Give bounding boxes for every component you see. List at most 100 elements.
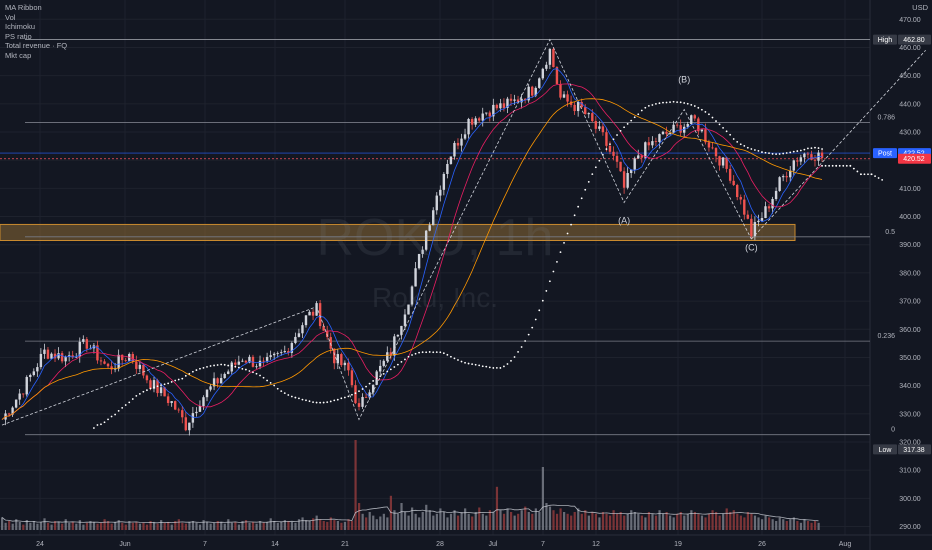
ichimoku-dot [259, 374, 261, 377]
volume-bar [432, 515, 435, 530]
volume-bar [375, 519, 378, 530]
ichimoku-dot [584, 188, 587, 191]
ichimoku-dot [110, 415, 113, 418]
candle-body [262, 360, 265, 362]
volume-bar [570, 515, 573, 530]
candle-body [527, 86, 530, 101]
volume-bar [566, 513, 569, 530]
candle-body [778, 177, 781, 191]
candle-body [439, 189, 442, 196]
candle-body [686, 124, 689, 127]
candle-body [198, 406, 202, 412]
ichimoku-dot [499, 367, 502, 369]
ichimoku-dot [485, 365, 488, 368]
volume-bar [255, 523, 258, 530]
candle-body [166, 396, 170, 403]
ichimoku-dot [746, 146, 749, 149]
ichimoku-dot [616, 134, 618, 136]
indicator-ps-ratio[interactable]: PS ratio [5, 31, 32, 41]
volume-bar [379, 516, 382, 530]
candle-body [566, 94, 569, 102]
indicator-ma-ribbon[interactable]: MA Ribbon [5, 3, 42, 12]
price-tick-label: 390.00 [899, 242, 921, 249]
projection-line [751, 50, 926, 240]
candle-body [813, 159, 817, 161]
candle-body [82, 339, 85, 342]
time-tick-label: 24 [36, 541, 44, 548]
volume-bar [736, 513, 739, 530]
volume-bar [711, 510, 714, 530]
price-label-name: Low [879, 447, 893, 454]
volume-bar [559, 508, 562, 530]
volume-bar [54, 521, 57, 530]
candle-body [453, 142, 456, 157]
ichimoku-dot [478, 364, 481, 367]
candle-body [555, 67, 559, 84]
ichimoku-dot [107, 418, 109, 421]
volume-bar [552, 510, 555, 530]
ichimoku-dot [658, 102, 661, 105]
volume-bar [527, 512, 530, 530]
ichimoku-dot [789, 151, 792, 154]
candle-body [371, 384, 375, 393]
candle-body [361, 396, 364, 407]
ichimoku-dot [545, 290, 548, 292]
candle-body [781, 176, 785, 178]
price-label-name-bg [873, 34, 897, 45]
indicator-ichimoku[interactable]: Ichimoku [5, 22, 36, 32]
volume-bar [290, 521, 294, 530]
volume-bar [198, 524, 202, 530]
ichimoku-forecast-dot [849, 164, 852, 167]
ichimoku-dot [633, 116, 636, 119]
candle-body [177, 409, 180, 411]
ichimoku-dot [457, 359, 459, 361]
volume-bar [573, 512, 576, 530]
indicator-mkt-cap[interactable]: Mkt cap [5, 50, 32, 60]
volume-bar [149, 521, 152, 530]
candle-body [400, 325, 403, 335]
candle-body [767, 206, 771, 209]
volume-bar [241, 521, 244, 530]
volume-bar [244, 520, 248, 530]
candle-body [258, 360, 262, 367]
price-label-value-bg [898, 444, 931, 455]
candle-body [22, 393, 25, 395]
volume-bar [82, 524, 85, 530]
ichimoku-dot [587, 180, 590, 183]
volume-bar [181, 522, 184, 530]
indicator-vol[interactable]: Vol [5, 12, 16, 22]
time-tick-label: 21 [341, 541, 349, 548]
volume-bar [425, 504, 428, 530]
price-label-value-bg [898, 34, 931, 45]
indicator-total-revenue[interactable]: Total revenue · FQ [5, 41, 68, 51]
volume-bar [531, 513, 534, 530]
ichimoku-dot [114, 413, 117, 416]
ichimoku-forecast-dot [867, 173, 869, 176]
volume-bar [107, 521, 110, 530]
candle-body [379, 365, 382, 372]
ichimoku-dot [715, 120, 717, 122]
volume-bar [117, 520, 120, 530]
volume-bar [760, 519, 764, 530]
currency-label[interactable]: USD [912, 3, 928, 12]
ichimoku-dot [450, 355, 452, 358]
candle-body [672, 124, 675, 133]
ichimoku-dot [351, 393, 353, 396]
candle-body [470, 118, 474, 125]
candle-body [248, 356, 251, 363]
volume-bar [538, 512, 541, 530]
volume-bar [446, 517, 449, 530]
ichimoku-dot [149, 387, 152, 390]
volume-bar [89, 521, 92, 530]
volume-bar [393, 510, 396, 530]
candle-body [308, 311, 311, 316]
ichimoku-dot [796, 150, 799, 152]
candle-body [39, 353, 43, 368]
price-tick-label: 350.00 [899, 355, 921, 362]
volume-bar [676, 513, 679, 530]
volume-bar [61, 523, 64, 530]
candle-body [421, 249, 424, 254]
ichimoku-dot [782, 152, 785, 155]
volume-bar [775, 521, 778, 530]
